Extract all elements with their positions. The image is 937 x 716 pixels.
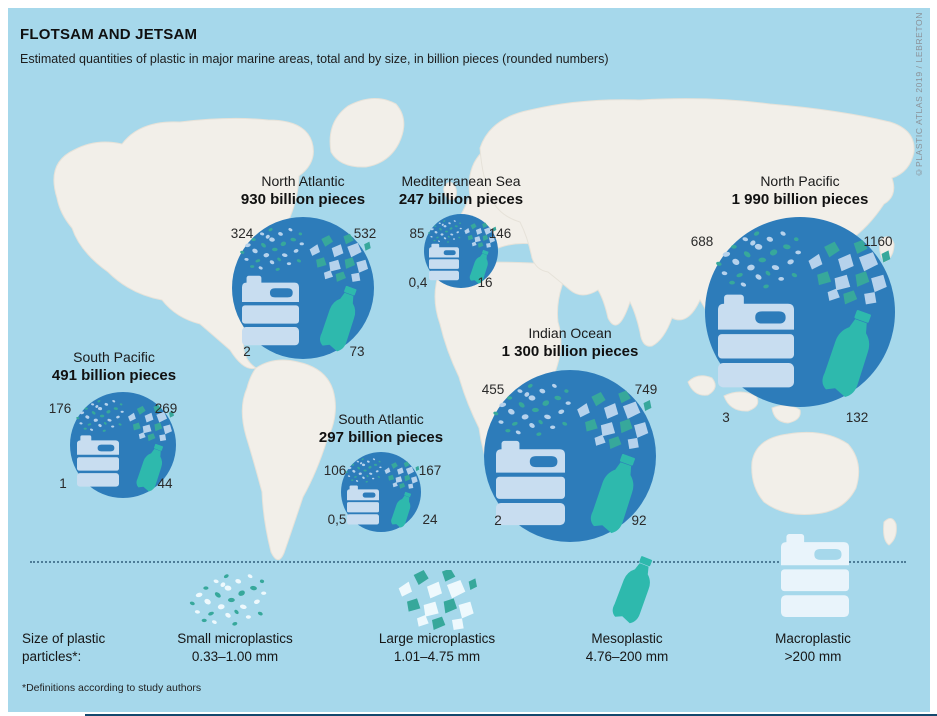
small-microplastics-icon xyxy=(189,573,267,627)
legend-item-small-microplastics: Small microplastics 0.33–1.00 mm xyxy=(150,630,320,666)
value-mesoplastic: 24 xyxy=(422,512,438,527)
legend-item-large-microplastics: Large microplastics 1.01–4.75 mm xyxy=(352,630,522,666)
legend-item-label: Macroplastic xyxy=(775,631,851,646)
legend-item-range: 1.01–4.75 mm xyxy=(393,649,481,664)
value-large-microplastics: 269 xyxy=(155,401,178,416)
region-total: 930 billion pieces xyxy=(241,191,365,208)
legend-item-mesoplastic: Mesoplastic 4.76–200 mm xyxy=(542,630,712,666)
legend-title: Size of plastic particles*: xyxy=(22,631,106,664)
value-small-microplastics: 85 xyxy=(409,226,424,241)
value-mesoplastic: 92 xyxy=(631,513,646,528)
legend-item-label: Small microplastics xyxy=(177,631,293,646)
page-title: FLOTSAM AND JETSAM xyxy=(20,26,198,44)
legend-item-macroplastic: Macroplastic >200 mm xyxy=(728,630,898,666)
legend-item-label: Mesoplastic xyxy=(591,631,663,646)
value-macroplastic: 2 xyxy=(494,513,502,528)
landmass-uk xyxy=(443,181,457,201)
value-large-microplastics: 749 xyxy=(635,382,658,397)
legend-item-label: Large microplastics xyxy=(378,631,496,646)
region-name: Indian Ocean xyxy=(528,325,611,341)
region-south-pacific: South Pacific 491 billion pieces 176 269… xyxy=(49,349,178,498)
region-name: North Pacific xyxy=(760,173,839,189)
value-mesoplastic: 44 xyxy=(157,476,173,491)
macroplastic-icon xyxy=(781,534,849,617)
value-mesoplastic: 73 xyxy=(349,344,364,359)
macroplastic-icon xyxy=(496,440,565,526)
region-name: South Atlantic xyxy=(338,411,424,427)
value-small-microplastics: 688 xyxy=(691,234,714,249)
legend-divider xyxy=(30,561,906,563)
credit-text: ©PLASTIC ATLAS 2019 / LEBRETON xyxy=(914,12,924,178)
value-small-microplastics: 324 xyxy=(231,226,254,241)
macroplastic-icon xyxy=(242,275,299,346)
value-large-microplastics: 146 xyxy=(489,226,512,241)
region-total: 247 billion pieces xyxy=(399,191,523,208)
region-total: 491 billion pieces xyxy=(52,367,176,384)
region-total: 1 990 billion pieces xyxy=(732,191,869,208)
region-name: South Pacific xyxy=(73,349,155,365)
value-mesoplastic: 132 xyxy=(846,410,869,425)
macroplastic-icon xyxy=(429,243,459,281)
large-microplastics-icon xyxy=(398,570,477,630)
macroplastic-icon xyxy=(718,294,794,388)
region-south-atlantic: South Atlantic 297 billion pieces 106 16… xyxy=(319,411,443,532)
value-small-microplastics: 455 xyxy=(482,382,505,397)
landmass-australia xyxy=(751,431,860,515)
mesoplastic-icon xyxy=(609,553,661,626)
footnote: *Definitions according to study authors xyxy=(22,682,202,694)
value-macroplastic: 0,5 xyxy=(328,512,347,527)
bottom-page-strip xyxy=(85,714,937,716)
region-name: Mediterranean Sea xyxy=(401,173,520,189)
value-macroplastic: 1 xyxy=(59,476,67,491)
region-north-atlantic: North Atlantic 930 billion pieces 324 53… xyxy=(231,173,377,359)
value-macroplastic: 0,4 xyxy=(409,275,428,290)
legend-item-range: 0.33–1.00 mm xyxy=(191,649,279,664)
landmass-greenland xyxy=(329,98,405,168)
value-macroplastic: 3 xyxy=(722,410,730,425)
value-macroplastic: 2 xyxy=(243,344,251,359)
page-subtitle: Estimated quantities of plastic in major… xyxy=(20,51,609,66)
value-large-microplastics: 167 xyxy=(419,463,442,478)
region-total: 297 billion pieces xyxy=(319,429,443,446)
region-name: North Atlantic xyxy=(261,173,344,189)
landmass-new-zealand xyxy=(883,518,897,546)
legend-item-range: >200 mm xyxy=(784,649,842,664)
landmass-south-america xyxy=(241,359,336,561)
macroplastic-icon xyxy=(77,435,119,487)
legend-item-range: 4.76–200 mm xyxy=(585,649,669,664)
value-mesoplastic: 16 xyxy=(477,275,492,290)
region-mediterranean-sea: Mediterranean Sea 247 billion pieces 85 … xyxy=(399,173,523,290)
value-small-microplastics: 176 xyxy=(49,401,72,416)
region-indian-ocean: Indian Ocean 1 300 billion pieces 455 74… xyxy=(482,325,658,542)
value-small-microplastics: 106 xyxy=(324,463,347,478)
value-large-microplastics: 532 xyxy=(354,226,377,241)
value-large-microplastics: 1160 xyxy=(863,234,892,249)
macroplastic-icon xyxy=(347,485,379,525)
region-total: 1 300 billion pieces xyxy=(502,343,639,360)
region-north-pacific: North Pacific 1 990 billion pieces 688 1… xyxy=(691,173,895,425)
